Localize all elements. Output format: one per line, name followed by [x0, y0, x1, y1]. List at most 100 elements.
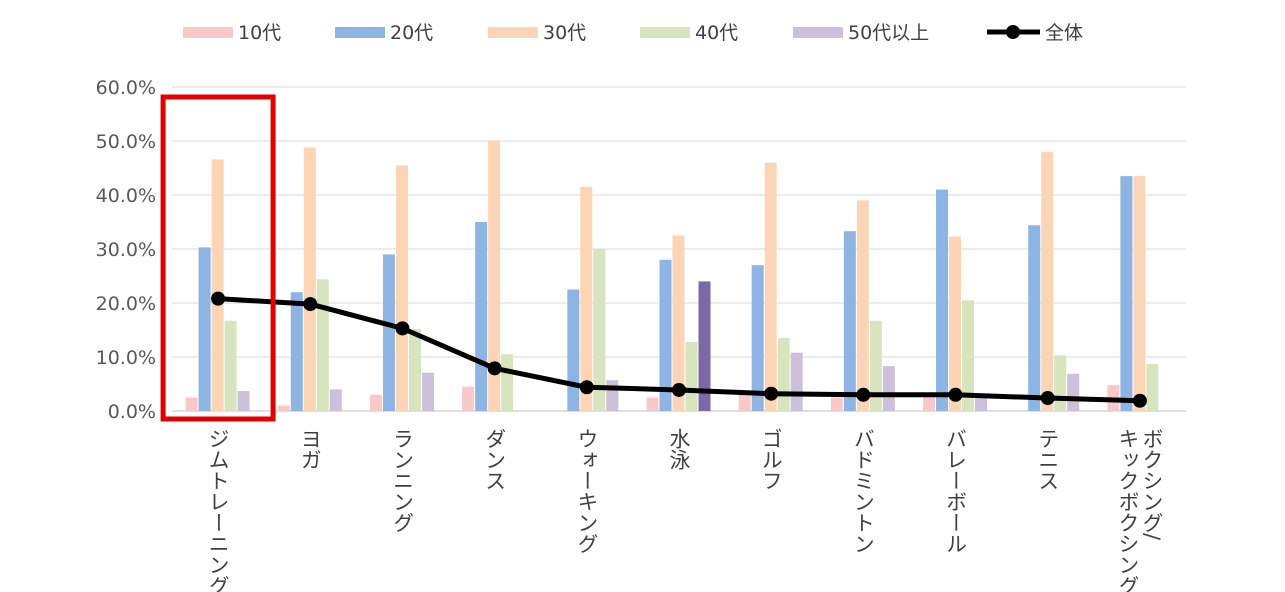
- bar-40代-8: [962, 300, 975, 411]
- y-tick-label: 10.0%: [96, 347, 156, 369]
- bar-40代-2: [408, 328, 421, 411]
- bar-50代以上-0: [237, 391, 250, 411]
- legend-label: 30代: [543, 22, 586, 44]
- bar-10代-1: [277, 405, 290, 411]
- overall-point: [672, 382, 686, 397]
- bar-20代-2: [382, 254, 395, 411]
- bar-10代-5: [646, 397, 659, 411]
- overall-point: [211, 291, 226, 306]
- bar-40代-7: [869, 320, 882, 411]
- legend-label: 全体: [1045, 22, 1083, 44]
- overall-point: [1040, 391, 1055, 406]
- legend-swatch-50代以上: [793, 27, 843, 38]
- bar-30代-9: [1041, 151, 1054, 412]
- bars: [185, 141, 1159, 412]
- highlight: [160, 94, 276, 422]
- bar-20代-9: [1028, 225, 1041, 411]
- overall-line: [211, 291, 1147, 408]
- bar-30代-6: [764, 162, 777, 411]
- bar-10代-2: [369, 394, 382, 411]
- y-tick-label: 50.0%: [96, 131, 156, 153]
- legend-swatch-40代: [640, 27, 690, 38]
- x-tick-label: ダンス: [483, 428, 507, 491]
- x-tick-label: ゴルフ: [759, 428, 783, 491]
- bar-10代-0: [185, 397, 198, 411]
- bar-40代-5: [685, 341, 698, 411]
- legend: 10代 20代 30代 40代 50代以上 全体: [183, 22, 1083, 44]
- x-tick-label: ボクシング/: [1140, 428, 1164, 541]
- x-tick-label: ウォーキング: [575, 428, 599, 554]
- bar-20代-5: [659, 259, 672, 411]
- x-tick-label: ジムトレーニング: [206, 428, 230, 592]
- bar-20代-8: [936, 189, 949, 411]
- overall-point: [764, 386, 779, 401]
- bar-40代-10: [1146, 364, 1159, 411]
- bar-30代-3: [488, 141, 501, 411]
- x-tick-label: 水泳: [667, 428, 691, 470]
- x-axis: ジムトレーニング ヨガ ランニング ダンス ウォーキング 水泳 ゴルフ バドミントン バレーボー…: [206, 428, 1164, 592]
- overall-point: [948, 387, 963, 402]
- bar-50代以上-7: [882, 366, 895, 411]
- bar-50代以上-6: [790, 352, 803, 411]
- overall-point: [395, 321, 410, 336]
- bar-40代-3: [501, 354, 514, 411]
- bar-20代-7: [843, 231, 856, 411]
- bar-30代-10: [1133, 176, 1146, 411]
- bar-40代-0: [224, 320, 237, 411]
- bar-50代以上-2: [421, 372, 434, 411]
- bar-30代-8: [949, 236, 962, 411]
- bar-50代以上-4: [606, 380, 619, 411]
- bar-30代-4: [580, 186, 593, 411]
- bar-50代以上-8: [975, 394, 988, 411]
- bar-20代-6: [751, 265, 764, 411]
- legend-swatch-30代: [488, 27, 538, 38]
- bar-20代-4: [567, 289, 580, 411]
- bar-10代-7: [830, 397, 843, 411]
- highlight-box: [160, 94, 276, 422]
- bar-20代-1: [290, 292, 303, 411]
- x-tick-label: テニス: [1036, 428, 1060, 491]
- legend-marker: [1006, 25, 1020, 39]
- bar-10代-8: [923, 394, 936, 411]
- bar-50代以上-9: [1067, 373, 1080, 411]
- bar-40代-4: [593, 249, 606, 411]
- overall-point: [303, 297, 318, 312]
- overall-point: [579, 380, 594, 395]
- bar-20代-10: [1120, 176, 1133, 411]
- bar-30代-7: [856, 200, 869, 411]
- bar-30代-0: [211, 159, 224, 411]
- overall-point: [856, 387, 871, 402]
- overall-point: [1132, 393, 1147, 408]
- legend-label: 20代: [390, 22, 433, 44]
- bar-40代-1: [316, 279, 329, 411]
- bar-30代-5: [672, 235, 685, 411]
- x-tick-label: キックボクシング: [1116, 428, 1140, 592]
- bar-20代-3: [475, 222, 488, 411]
- x-tick-label: ヨガ: [298, 428, 322, 470]
- bar-50代以上-5: [698, 281, 711, 411]
- overall-point: [487, 361, 502, 376]
- x-tick-label: ランニング: [390, 428, 414, 533]
- bar-10代-6: [738, 394, 751, 411]
- legend-label: 10代: [238, 22, 281, 44]
- x-tick-label: バドミントン: [851, 428, 875, 554]
- bar-20代-0: [198, 247, 211, 411]
- bar-40代-6: [777, 338, 790, 411]
- y-tick-label: 0.0%: [108, 401, 156, 423]
- legend-label: 40代: [695, 22, 738, 44]
- bar-40代-9: [1054, 355, 1067, 411]
- legend-label: 50代以上: [848, 22, 929, 44]
- y-tick-label: 60.0%: [96, 77, 156, 99]
- y-tick-label: 20.0%: [96, 293, 156, 315]
- x-tick-label: バレーボール: [944, 428, 968, 554]
- y-tick-label: 30.0%: [96, 239, 156, 261]
- bar-50代以上-1: [329, 389, 342, 411]
- legend-swatch-10代: [183, 27, 233, 38]
- legend-swatch-20代: [335, 27, 385, 38]
- y-tick-label: 40.0%: [96, 185, 156, 207]
- bar-30代-2: [395, 165, 408, 411]
- bar-30代-1: [303, 147, 316, 412]
- y-axis: 0.0% 10.0% 20.0% 30.0% 40.0% 50.0% 60.0%: [96, 77, 156, 423]
- bar-10代-3: [462, 386, 475, 411]
